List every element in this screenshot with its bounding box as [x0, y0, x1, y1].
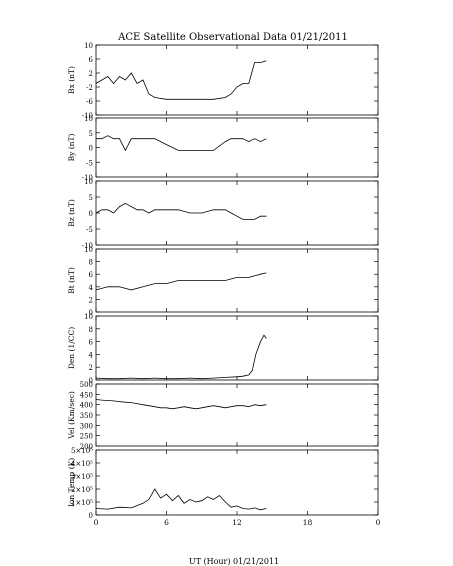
y-tick-label: 10 [84, 246, 93, 254]
y-tick-label: -10 [82, 112, 93, 120]
y-tick-label: 5 [89, 194, 93, 202]
y-tick-label: 1×10⁵ [71, 499, 93, 507]
y-tick-label: 0 [89, 210, 93, 218]
y-tick-label: 5 [89, 130, 93, 138]
y-tick-label: 400 [80, 402, 93, 410]
panel-7: 5×10⁵ 4×10⁵ 3×10⁵ 2×10⁵ 1×10⁵ 0 Ion Temp (K) [67, 447, 379, 520]
y-axis-label: Vel (Km/sec) [67, 391, 76, 440]
y-tick-label: 10 [84, 178, 93, 186]
panel-2: 10 5 0 -5 -10 By (nT) [67, 115, 379, 182]
x-tick-label: 6 [164, 518, 169, 527]
panel-frame [95, 117, 379, 178]
y-tick-label: 0 [89, 512, 93, 520]
panels: 10 6 2 -2 -6 -10 Bx (nT) 10 5 0 -5 -10 By (nT) 10 5 0 -5… [67, 42, 379, 520]
y-tick-label: 6 [89, 271, 94, 279]
series-line [95, 60, 267, 100]
series-line [95, 488, 267, 511]
panel-1: 10 6 2 -2 -6 -10 Bx (nT) [67, 42, 379, 120]
y-tick-label: 5×10⁵ [71, 447, 93, 455]
panel-6: 500 450 400 350 300 250 200 Vel (Km/sec) [67, 381, 379, 451]
series-line [96, 135, 267, 152]
series-line [95, 399, 267, 410]
y-tick-label: 10 [84, 42, 93, 50]
series-line [95, 334, 267, 380]
y-tick-label: 200 [80, 443, 93, 451]
y-tick-label: 4×10⁵ [71, 460, 93, 468]
y-tick-label: 3×10⁵ [71, 473, 93, 481]
y-axis-label: Bx (nT) [67, 66, 76, 94]
y-tick-label: 8 [89, 326, 93, 334]
series-line [95, 272, 267, 291]
panel-frame [95, 180, 379, 246]
y-tick-label: 4 [89, 351, 94, 359]
panel-4: 10 8 6 4 2 0 Bt (nT) [67, 246, 379, 317]
y-tick-label: -6 [86, 98, 93, 106]
y-tick-label: 0 [89, 309, 93, 317]
x-tick-label: 18 [303, 518, 313, 527]
y-tick-label: -10 [82, 174, 93, 182]
y-tick-label: 10 [84, 115, 93, 123]
y-tick-label: 300 [80, 422, 93, 430]
x-tick-label: 12 [232, 518, 242, 527]
panel-3: 10 5 0 -5 -10 Bz (nT) [67, 178, 379, 250]
panel-frame [95, 248, 379, 313]
y-axis-label: Ion Temp (K) [67, 458, 76, 507]
panel-5: 10 8 6 4 2 0 Den (1/CC) [67, 313, 379, 385]
panel-frame [95, 44, 379, 116]
y-tick-label: 250 [80, 433, 93, 441]
y-tick-label: -10 [82, 242, 93, 250]
y-tick-label: 2 [89, 70, 93, 78]
panel-frame [95, 383, 379, 447]
y-tick-label: -5 [86, 226, 93, 234]
y-tick-label: 6 [89, 339, 94, 347]
y-axis-label: Bt (nT) [67, 267, 76, 294]
panel-frame [95, 315, 379, 381]
x-tick-label: 0 [376, 518, 381, 527]
y-tick-label: 2×10⁵ [71, 486, 93, 494]
chart-title: ACE Satellite Observational Data 01/21/2… [117, 32, 348, 43]
y-tick-label: 0 [89, 377, 93, 385]
y-axis-label: Bz (nT) [67, 199, 76, 227]
y-tick-label: 10 [84, 313, 93, 321]
y-axis-label: Den (1/CC) [67, 327, 76, 369]
y-tick-label: 2 [89, 364, 93, 372]
y-tick-label: 0 [89, 145, 93, 153]
y-tick-label: 500 [80, 381, 93, 389]
x-tick-label: 0 [94, 518, 99, 527]
y-tick-label: 4 [89, 284, 94, 292]
y-tick-label: -2 [86, 84, 93, 92]
y-tick-label: 8 [89, 259, 93, 267]
x-axis-label: UT (Hour) 01/21/2011 [189, 557, 279, 566]
y-axis-label: By (nT) [67, 134, 76, 162]
x-axis-ticks: 0 6 12 18 0 [94, 518, 381, 527]
y-tick-label: -5 [86, 159, 93, 167]
y-tick-label: 450 [80, 391, 93, 399]
y-tick-label: 350 [80, 412, 93, 420]
y-tick-label: 2 [89, 296, 93, 304]
series-line [95, 202, 267, 220]
y-tick-label: 6 [89, 56, 94, 64]
